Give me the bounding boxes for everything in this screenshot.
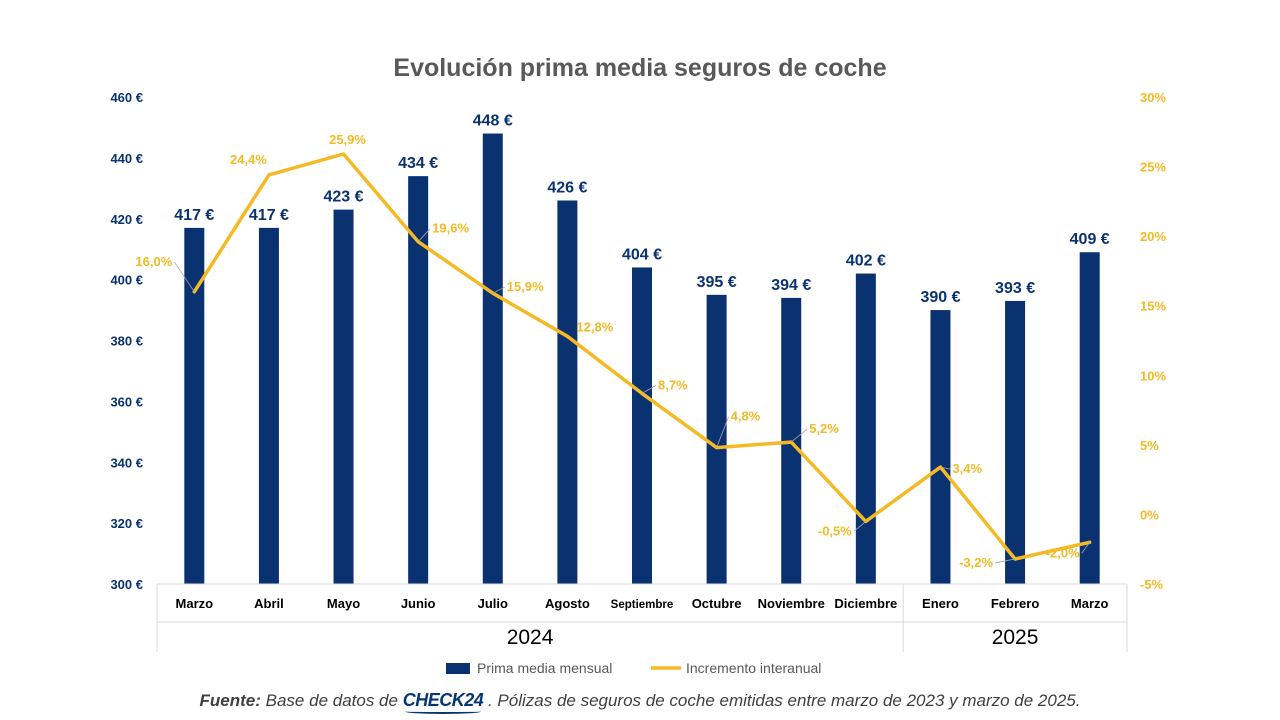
y-left-tick-label: 360 € [110,394,143,409]
x-tick-label: Abril [254,596,284,611]
line-data-label: 15,9% [507,279,544,294]
source-text-before: Base de datos de [265,691,398,710]
bar-data-label: 390 € [920,289,960,306]
x-tick-label: Diciembre [834,596,897,611]
bar [855,273,876,584]
y-right-tick-label: 10% [1140,368,1166,383]
line-data-label: 8,7% [658,377,688,392]
line-data-label: 3,4% [952,461,982,476]
bar-data-label: 448 € [473,113,513,130]
x-tick-label: Julio [478,596,508,611]
line-label-leader [417,228,431,242]
source-note: Fuente: Base de datos de CHECK24 . Póliz… [0,690,1280,714]
line-data-label: 25,9% [329,132,366,147]
line-data-label: 12,8% [576,319,613,334]
check24-logo: CHECK24 [402,690,484,714]
y-right-tick-label: 30% [1140,90,1166,105]
x-tick-label: Enero [922,596,959,611]
bar-data-label: 402 € [846,253,886,270]
y-right-tick-label: -5% [1140,577,1164,592]
bar [557,200,578,585]
source-text-after: . Pólizas de seguros de coche emitidas e… [487,691,1081,710]
y-left-tick-label: 400 € [110,273,143,288]
legend-swatch-bars [446,663,470,674]
y-left-tick-label: 380 € [110,334,143,349]
year-group-label: 2024 [507,626,554,649]
bar [1005,300,1026,584]
y-right-tick-label: 0% [1140,507,1159,522]
bar-data-label: 423 € [324,189,364,206]
y-left-tick-label: 440 € [110,151,143,166]
bar-data-label: 417 € [249,207,289,224]
line-label-leader [173,261,195,293]
bar-data-label: 395 € [697,274,737,291]
y-left-tick-label: 300 € [110,577,143,592]
bar-data-label: 426 € [547,179,587,196]
x-tick-label: Febrero [991,596,1039,611]
bar-data-label: 404 € [622,246,662,263]
line-label-leader [1081,542,1091,554]
y-right-tick-label: 5% [1140,438,1159,453]
x-tick-label: Junio [401,596,436,611]
line-label-leader [716,416,729,448]
bar [408,176,429,584]
bar [258,227,279,584]
line-data-label: 19,6% [432,221,469,236]
line-data-label: -3,2% [959,555,993,570]
year-group-label: 2025 [992,626,1039,649]
x-tick-label: Agosto [545,596,590,611]
line-data-label: 16,0% [135,254,172,269]
bar-data-label: 434 € [398,155,438,172]
bar [1079,252,1100,584]
bar [632,267,652,584]
x-tick-label: Marzo [1071,596,1109,611]
bar [184,227,205,584]
bar-data-label: 394 € [771,277,811,294]
chart-title: Evolución prima media seguros de coche [393,54,886,82]
bar [333,209,354,584]
line-data-label: 24,4% [230,152,267,167]
y-right-tick-label: 20% [1140,229,1166,244]
check24-logo-text: CHECK24 [402,690,484,710]
y-right-tick-label: 25% [1140,160,1166,175]
bar-data-label: 409 € [1070,231,1110,248]
line-data-label: -2,0% [1046,545,1080,560]
line-label-leader [641,385,657,394]
line-data-label: -0,5% [818,523,852,538]
legend-label-line: Incremento interanual [686,660,821,676]
line-label-leader [790,428,808,443]
x-tick-label: Noviembre [758,596,825,611]
line-data-label: 4,8% [731,409,761,424]
x-tick-label: Octubre [692,596,742,611]
line-label-leader [994,558,1016,564]
bar-data-label: 417 € [174,207,214,224]
y-left-tick-label: 460 € [110,90,143,105]
y-left-tick-label: 320 € [110,516,143,531]
x-tick-label: Septiembre [611,599,674,611]
x-tick-label: Marzo [176,596,214,611]
y-left-tick-label: 420 € [110,212,143,227]
bar [482,133,503,584]
line-label-leader [853,521,867,532]
line-data-label: 5,2% [809,421,839,436]
line-label-leader [492,286,505,294]
x-tick-label: Mayo [327,596,360,611]
y-left-tick-label: 340 € [110,455,143,470]
line-label-leader [940,466,951,470]
bar [930,310,951,584]
logo-swoosh-icon [404,709,482,714]
bar-data-label: 393 € [995,280,1035,297]
combo-chart: Evolución prima media seguros de coche 30… [110,54,1166,676]
bar [706,294,727,584]
legend-label-bars: Prima media mensual [477,660,612,676]
source-label: Fuente: [199,691,261,710]
y-right-tick-label: 15% [1140,299,1166,314]
